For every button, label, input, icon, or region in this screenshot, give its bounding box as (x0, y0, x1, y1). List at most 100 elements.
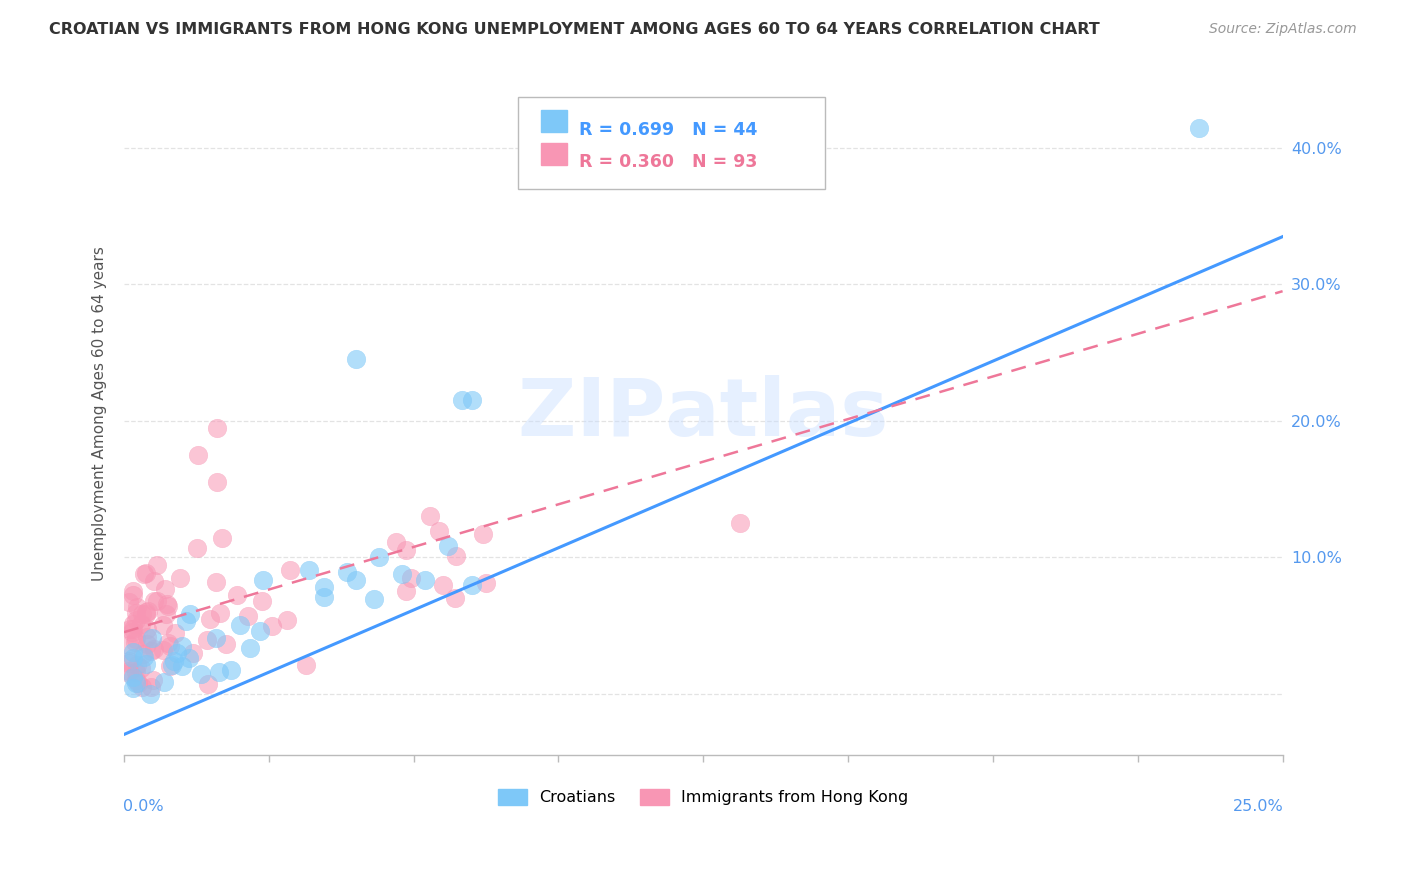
Point (336, 565, 359, 579)
Point (444, 591, 467, 606)
Point (451, 393, 474, 408)
Point (209, 606, 232, 620)
Point (1188, 120, 1211, 135)
Point (125, 665, 148, 680)
Point (139, 644, 162, 658)
Point (125, 673, 148, 688)
Point (131, 607, 153, 621)
Point (163, 626, 186, 640)
Point (159, 659, 181, 673)
Point (205, 475, 228, 490)
Point (384, 534, 406, 549)
Point (132, 566, 155, 581)
Point (252, 574, 274, 588)
Point (125, 676, 148, 690)
Point (298, 563, 321, 577)
Point (118, 595, 141, 609)
Point (195, 633, 218, 648)
Point (344, 352, 367, 367)
Point (460, 393, 482, 408)
Point (190, 667, 212, 681)
Point (131, 680, 153, 694)
Text: CROATIAN VS IMMIGRANTS FROM HONG KONG UNEMPLOYMENT AMONG AGES 60 TO 64 YEARS COR: CROATIAN VS IMMIGRANTS FROM HONG KONG UN… (49, 22, 1099, 37)
Point (125, 613, 148, 627)
Point (395, 584, 418, 599)
Point (730, 516, 752, 530)
Point (314, 590, 336, 604)
Point (136, 630, 159, 644)
Point (143, 594, 166, 608)
Point (262, 618, 284, 632)
Point (413, 573, 436, 587)
Point (170, 639, 193, 653)
Point (143, 642, 166, 657)
Point (156, 599, 179, 613)
Point (225, 588, 247, 602)
Point (437, 540, 460, 554)
Point (432, 578, 454, 592)
Point (367, 550, 389, 565)
Point (121, 624, 143, 639)
Point (155, 607, 177, 622)
Point (399, 571, 422, 585)
Point (135, 637, 157, 651)
Point (117, 664, 139, 678)
Point (145, 594, 167, 608)
Point (204, 575, 226, 590)
Point (127, 675, 149, 690)
Point (391, 567, 413, 582)
Point (249, 624, 271, 638)
Point (125, 632, 148, 646)
Point (121, 588, 143, 602)
Legend: Croatians, Immigrants from Hong Kong: Croatians, Immigrants from Hong Kong (492, 782, 915, 812)
Point (152, 643, 174, 657)
Point (122, 681, 145, 695)
Point (215, 636, 238, 650)
Point (211, 531, 233, 545)
Point (179, 607, 201, 621)
Point (125, 600, 148, 615)
Point (205, 631, 228, 645)
Point (363, 592, 385, 607)
Text: R = 0.360   N = 93: R = 0.360 N = 93 (579, 153, 758, 170)
Point (181, 646, 204, 660)
Point (135, 622, 157, 636)
Point (139, 687, 162, 701)
Text: 0.0%: 0.0% (122, 799, 163, 814)
Point (312, 580, 335, 594)
Point (460, 578, 482, 592)
Point (208, 665, 231, 679)
Text: Source: ZipAtlas.com: Source: ZipAtlas.com (1209, 22, 1357, 37)
Point (169, 571, 191, 585)
Point (124, 606, 146, 620)
Point (238, 608, 260, 623)
Point (122, 622, 145, 636)
Point (142, 673, 165, 687)
Point (186, 541, 208, 556)
Point (295, 657, 318, 672)
Point (122, 616, 145, 631)
Point (122, 651, 145, 665)
Text: ZIP​atlas: ZIP​atlas (517, 375, 889, 453)
Point (117, 638, 139, 652)
Point (200, 612, 222, 626)
Point (135, 657, 157, 671)
Point (132, 650, 155, 665)
Point (174, 615, 197, 629)
Point (177, 651, 200, 665)
Point (135, 607, 157, 622)
Point (444, 549, 467, 563)
Point (141, 632, 163, 646)
Point (139, 680, 162, 694)
Point (229, 618, 252, 632)
Point (135, 566, 157, 581)
Point (472, 527, 495, 541)
Point (163, 654, 186, 668)
Point (117, 654, 139, 668)
Point (474, 576, 496, 591)
Point (124, 634, 146, 648)
Point (166, 646, 188, 660)
Point (122, 645, 145, 659)
Point (138, 604, 160, 618)
Point (153, 675, 176, 690)
